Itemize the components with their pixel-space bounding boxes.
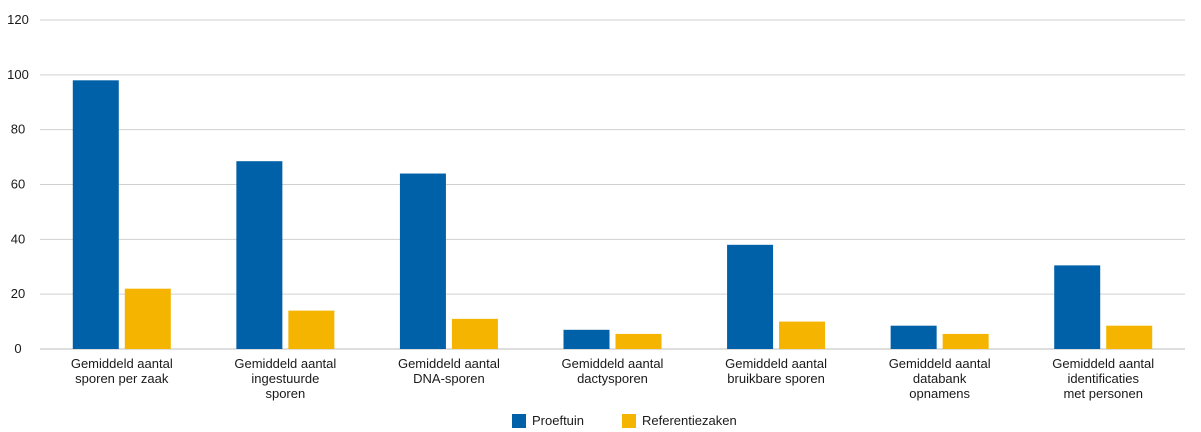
x-category-label: Gemiddeld aantal DNA-sporen [398, 356, 500, 386]
x-category-label: Gemiddeld aantal bruikbare sporen [725, 356, 827, 386]
bar-proeftuin [399, 173, 446, 349]
bar-proeftuin [236, 161, 283, 349]
bars [72, 80, 1153, 350]
legend-label-proeftuin: Proeftuin [532, 413, 584, 428]
x-category-label-line: identificaties [1067, 371, 1139, 386]
bar-proeftuin [890, 325, 937, 349]
bar-referentiezaken [779, 321, 826, 349]
x-category-label-line: DNA-sporen [413, 371, 485, 386]
x-category-label-line: ingestuurde [251, 371, 319, 386]
x-category-label: Gemiddeld aantal identificaties met person… [1052, 356, 1154, 401]
bar-referentiezaken [124, 288, 171, 349]
x-axis-labels: Gemiddeld aantal sporen per zaakGemiddeld… [71, 356, 1154, 401]
y-tick-label: 40 [11, 231, 25, 246]
legend-swatch-referentiezaken [622, 414, 636, 428]
legend: Proeftuin Referentiezaken [512, 413, 737, 428]
x-category-label-line: opnamens [909, 386, 970, 401]
x-category-label: Gemiddeld aantal ingestuurde sporen [234, 356, 336, 401]
bar-proeftuin [727, 244, 774, 349]
bar-referentiezaken [1106, 325, 1153, 349]
x-category-label-line: Gemiddeld aantal [398, 356, 500, 371]
bar-proeftuin [1054, 265, 1101, 349]
bar-proeftuin [72, 80, 119, 350]
y-tick-label: 100 [7, 67, 29, 82]
x-category-label-line: Gemiddeld aantal [562, 356, 664, 371]
bar-referentiezaken [942, 333, 989, 349]
y-tick-label: 120 [7, 12, 29, 27]
x-category-label-line: Gemiddeld aantal [1052, 356, 1154, 371]
x-category-label-line: met personen [1063, 386, 1143, 401]
bar-referentiezaken [451, 318, 498, 349]
y-axis-ticks: 0 20 40 60 80 100 120 [7, 12, 29, 356]
legend-swatch-proeftuin [512, 414, 526, 428]
x-category-label-line: databank [913, 371, 967, 386]
x-category-label-line: Gemiddeld aantal [889, 356, 991, 371]
x-category-label-line: Gemiddeld aantal [234, 356, 336, 371]
x-category-label: Gemiddeld aantal databank opnamens [889, 356, 991, 401]
bar-proeftuin [563, 329, 610, 349]
x-category-label-line: sporen per zaak [75, 371, 169, 386]
x-category-label-line: bruikbare sporen [727, 371, 825, 386]
x-category-label-line: Gemiddeld aantal [725, 356, 827, 371]
y-tick-label: 20 [11, 286, 25, 301]
bar-referentiezaken [288, 310, 335, 349]
x-category-label-line: sporen [265, 386, 305, 401]
y-tick-label: 60 [11, 177, 25, 192]
y-tick-label: 0 [14, 341, 21, 356]
y-tick-label: 80 [11, 122, 25, 137]
x-category-label: Gemiddeld aantal sporen per zaak [71, 356, 173, 386]
gridlines [40, 19, 1185, 350]
x-category-label-line: dactysporen [577, 371, 648, 386]
x-category-label: Gemiddeld aantal dactysporen [562, 356, 664, 386]
legend-label-referentiezaken: Referentiezaken [642, 413, 737, 428]
x-category-label-line: Gemiddeld aantal [71, 356, 173, 371]
bar-referentiezaken [615, 333, 662, 349]
